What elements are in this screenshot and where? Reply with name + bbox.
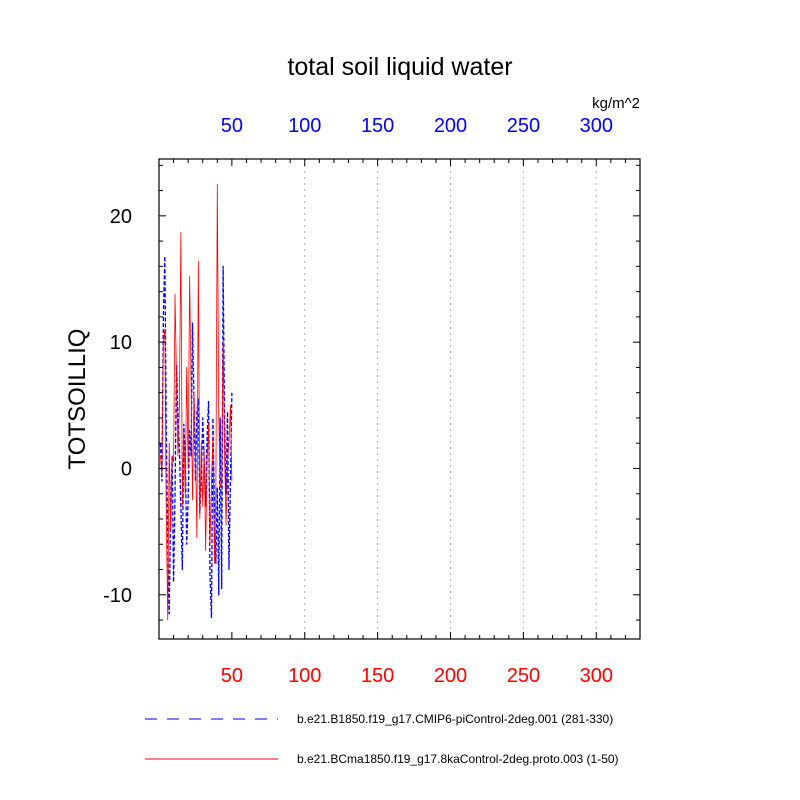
x-tick-label-bottom: 250: [507, 665, 540, 687]
x-tick-label-top: 300: [580, 115, 613, 137]
x-tick-label-top: 150: [361, 115, 394, 137]
x-tick-label-top: 200: [434, 115, 467, 137]
plot-frame: [158, 158, 641, 640]
x-tick-label-top: 250: [507, 115, 540, 137]
x-tick-label-bottom: 150: [361, 665, 394, 687]
tick-labels: 50 50 100 100 150 150 200 200 250 250 300 300 -10 0 10…: [103, 115, 613, 687]
x-tick-label-top: 50: [221, 115, 243, 137]
legend-label-2: b.e21.BCma1850.f19_g17.8kaControl-2deg.p…: [297, 752, 619, 766]
y-tick-label: -10: [103, 585, 132, 607]
series-line-2: [160, 183, 233, 621]
y-tick-label: 20: [110, 206, 132, 228]
legend-label-1: b.e21.B1850.f19_g17.CMIP6-piControl-2deg…: [297, 712, 613, 726]
x-tick-label-bottom: 100: [288, 665, 321, 687]
x-tick-label-bottom: 300: [580, 665, 613, 687]
chart-title: total soil liquid water: [287, 53, 512, 81]
units-label: kg/m^2: [592, 95, 640, 112]
y-axis-label: TOTSOILLIQ: [64, 329, 91, 470]
axes: [158, 158, 641, 640]
plot-series: [159, 183, 233, 621]
y-tick-label: 10: [110, 332, 132, 354]
series-line-1: [159, 255, 233, 619]
y-tick-label: 0: [121, 458, 132, 480]
x-tick-label-bottom: 50: [221, 665, 243, 687]
legend: b.e21.B1850.f19_g17.CMIP6-piControl-2deg…: [145, 712, 619, 766]
x-tick-label-top: 100: [288, 115, 321, 137]
x-tick-label-bottom: 200: [434, 665, 467, 687]
grid-lines: [304, 159, 597, 639]
